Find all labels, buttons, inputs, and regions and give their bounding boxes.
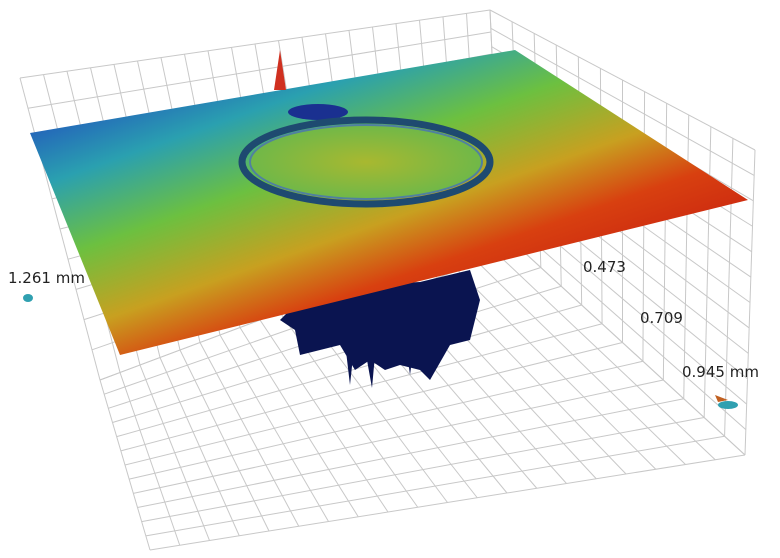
axis-label: 0.709 (640, 309, 683, 327)
surface-plot: 1.261 mm 0.473 0.709 0.945 mm (0, 0, 780, 558)
ring (242, 120, 490, 204)
axis-label: 1.261 mm (8, 269, 85, 287)
axis-label: 0.945 mm (682, 363, 759, 381)
grid-line (146, 436, 725, 536)
grid-line (129, 361, 643, 479)
axis-label: 0.473 (583, 258, 626, 276)
grid-line (150, 455, 745, 550)
